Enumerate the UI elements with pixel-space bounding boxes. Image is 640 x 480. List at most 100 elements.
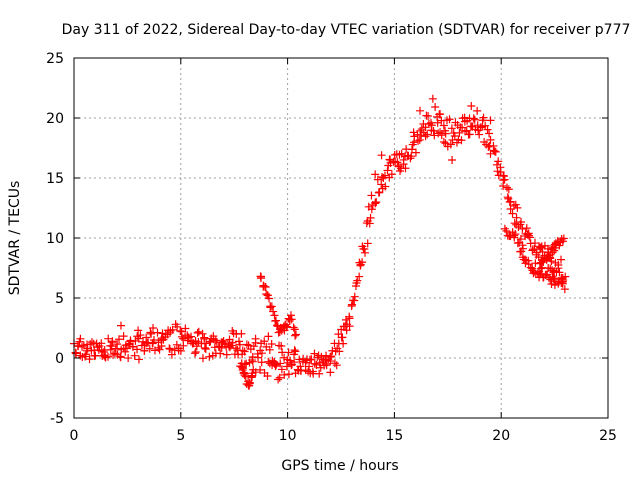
- data-point-marker: [287, 315, 296, 324]
- data-point-marker: [116, 353, 125, 362]
- data-point-marker: [248, 356, 257, 365]
- data-point: [309, 369, 318, 378]
- data-point-marker: [95, 341, 104, 350]
- data-point-marker: [237, 359, 246, 368]
- data-point-marker: [136, 331, 145, 340]
- data-point: [200, 333, 209, 342]
- data-point-marker: [424, 119, 433, 128]
- data-point-marker: [165, 345, 174, 354]
- data-point-marker: [543, 270, 552, 279]
- data-point: [208, 351, 217, 360]
- data-point: [512, 220, 521, 229]
- data-point: [140, 346, 149, 355]
- data-point-marker: [181, 324, 190, 333]
- data-point-marker: [465, 130, 474, 139]
- data-point-marker: [271, 316, 280, 325]
- data-point-marker: [263, 372, 272, 381]
- x-tick-label: 20: [492, 428, 510, 444]
- data-point-marker: [285, 316, 294, 325]
- data-point-marker: [470, 115, 479, 124]
- data-point: [473, 121, 482, 130]
- y-axis-title: SDTVAR / TECUs: [7, 181, 23, 296]
- data-point: [559, 276, 568, 284]
- data-point-marker: [475, 130, 484, 139]
- data-point-marker: [356, 261, 365, 270]
- data-point-marker: [513, 203, 522, 212]
- data-point-marker: [260, 337, 269, 346]
- data-point-marker: [167, 350, 176, 359]
- data-point: [283, 358, 292, 367]
- data-point-marker: [172, 340, 181, 349]
- data-point-marker: [361, 248, 370, 257]
- data-point: [435, 110, 444, 119]
- data-point-marker: [249, 365, 258, 374]
- data-point: [183, 331, 192, 340]
- data-point-marker: [134, 355, 143, 364]
- data-point-marker: [235, 337, 244, 346]
- data-point: [326, 368, 335, 377]
- data-point-marker: [157, 334, 166, 343]
- data-point-marker: [124, 354, 133, 363]
- data-point-marker: [437, 131, 446, 140]
- data-point-marker: [301, 366, 310, 375]
- data-point-marker: [478, 116, 487, 125]
- data-point-marker: [275, 327, 284, 336]
- data-point: [448, 156, 457, 164]
- data-point-marker: [198, 329, 207, 338]
- data-point-marker: [153, 328, 162, 337]
- data-point-marker: [510, 219, 519, 228]
- data-point: [428, 94, 437, 103]
- chart-title: Day 311 of 2022, Sidereal Day-to-day VTE…: [62, 22, 631, 38]
- data-point: [149, 324, 158, 332]
- data-point-marker: [193, 328, 202, 337]
- data-point-marker: [281, 321, 290, 330]
- data-point: [416, 106, 425, 115]
- data-point-marker: [242, 340, 251, 349]
- data-point: [364, 202, 373, 211]
- data-point-marker: [265, 345, 274, 354]
- data-point-marker: [544, 273, 553, 282]
- data-point: [217, 338, 226, 347]
- data-point-marker: [119, 332, 128, 341]
- data-point-marker: [380, 171, 389, 180]
- data-point-marker: [248, 357, 257, 366]
- data-point: [480, 138, 489, 146]
- data-point: [386, 156, 395, 164]
- data-point-marker: [504, 185, 513, 194]
- data-point-marker: [165, 344, 174, 353]
- data-point-marker: [500, 175, 509, 184]
- data-point-marker: [530, 245, 539, 254]
- data-point-marker: [111, 344, 120, 353]
- data-point: [302, 356, 311, 365]
- data-point-marker: [81, 352, 90, 361]
- data-point-marker: [411, 148, 420, 157]
- data-point-marker: [298, 357, 307, 366]
- data-point-marker: [256, 365, 265, 374]
- data-point-marker: [290, 358, 299, 367]
- data-point-marker: [508, 209, 517, 218]
- data-point-marker: [269, 307, 278, 316]
- data-point-marker: [430, 131, 439, 140]
- data-point-marker: [305, 362, 314, 371]
- data-point-marker: [363, 239, 372, 248]
- data-point-marker: [415, 135, 424, 144]
- data-point: [460, 117, 469, 126]
- data-point-marker: [486, 135, 495, 144]
- data-point-marker: [367, 191, 376, 200]
- data-point-marker: [383, 166, 392, 175]
- data-point-marker: [387, 170, 396, 179]
- data-point-marker: [121, 341, 130, 350]
- data-point-marker: [263, 291, 272, 300]
- x-tick-label: 10: [279, 428, 297, 444]
- data-point-marker: [254, 353, 263, 362]
- y-tick-label: 10: [46, 231, 64, 247]
- x-tick-label: 0: [70, 428, 79, 444]
- data-point-marker: [137, 341, 146, 350]
- data-point-marker: [510, 231, 519, 240]
- data-point-marker: [365, 219, 374, 228]
- data-point-marker: [277, 365, 286, 374]
- data-point-marker: [282, 362, 291, 371]
- data-point-marker: [284, 348, 293, 357]
